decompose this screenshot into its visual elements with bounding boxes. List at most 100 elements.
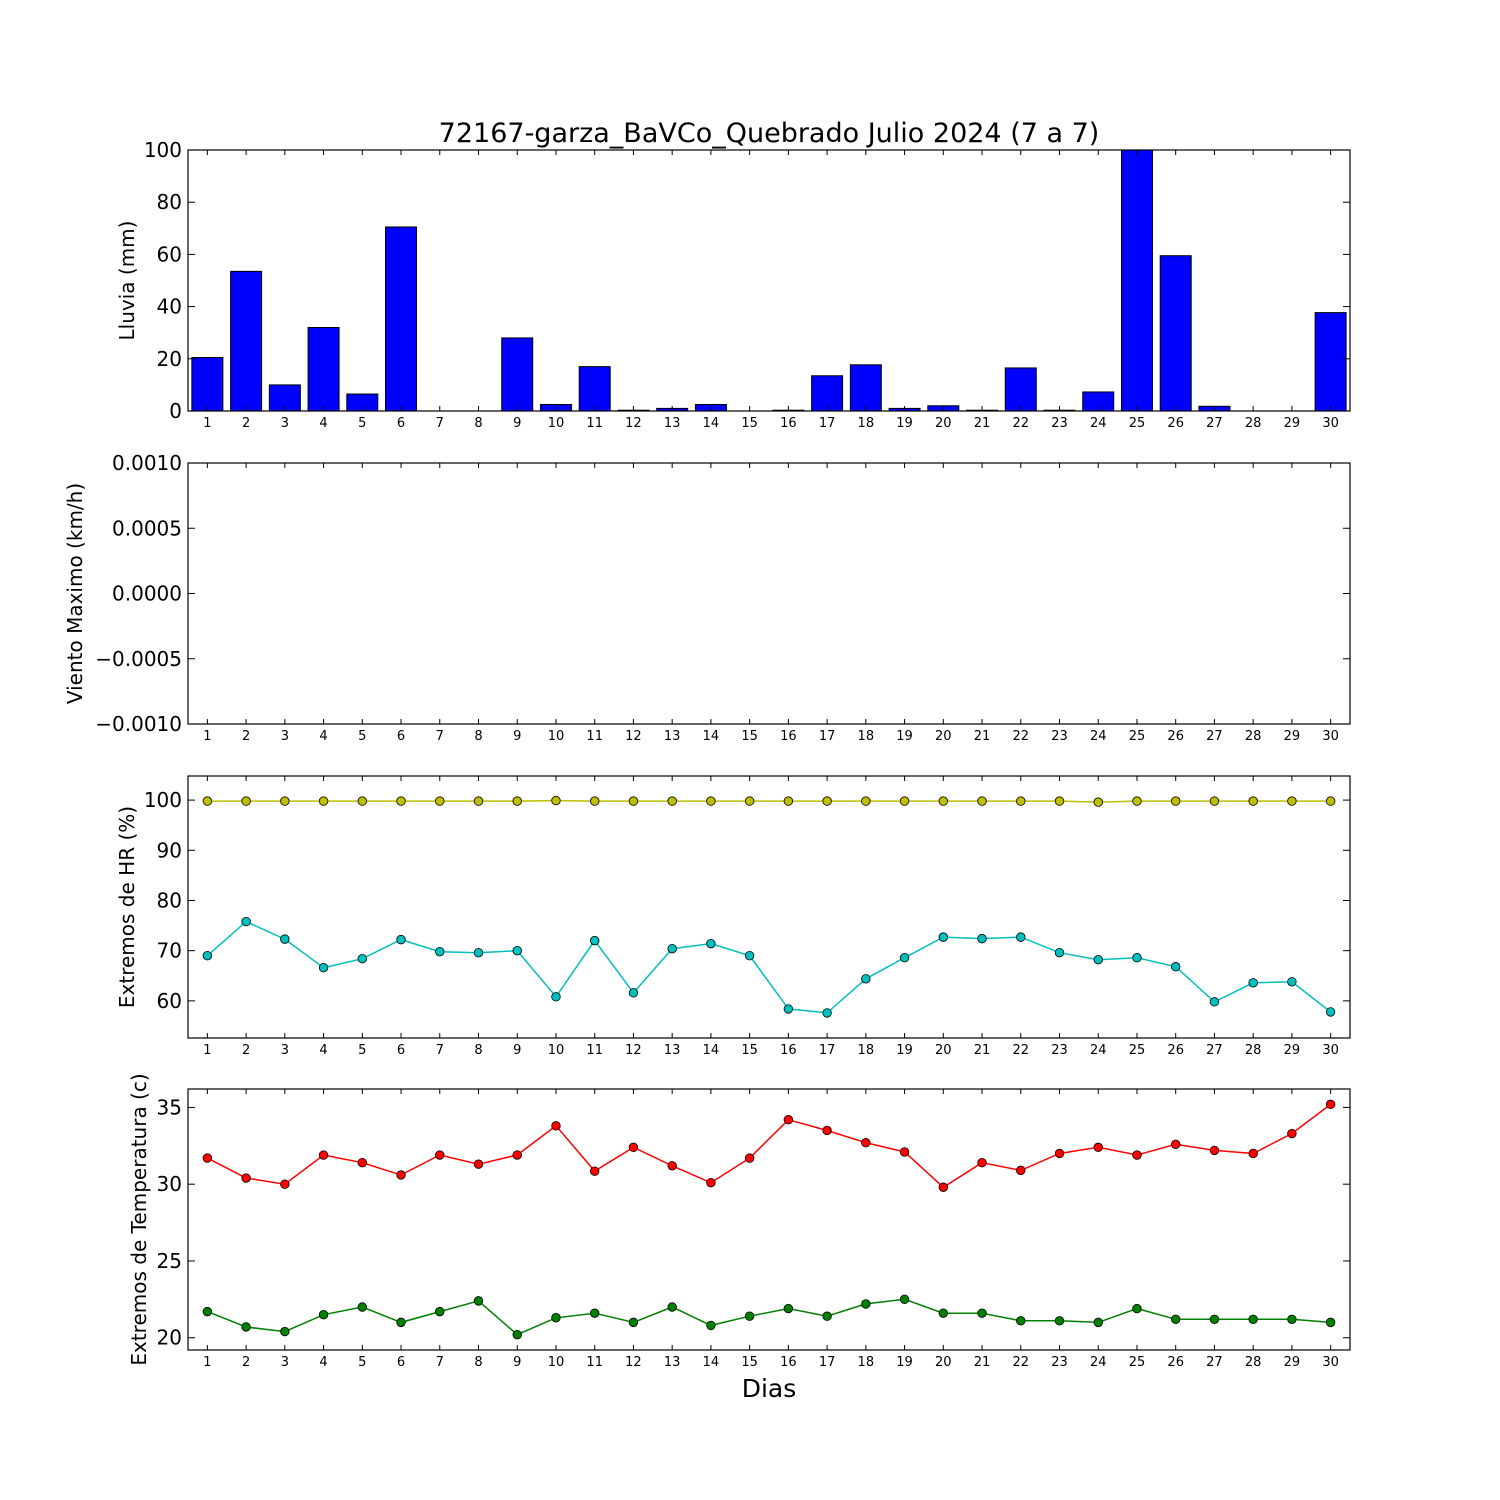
- x-tick-label: 26: [1167, 1355, 1184, 1370]
- temp-min-point: [1287, 1314, 1297, 1324]
- x-tick-label: 22: [1012, 729, 1029, 744]
- hr-max-point: [1248, 796, 1258, 806]
- x-tick-label: 4: [319, 1355, 327, 1370]
- x-tick-label: 18: [858, 729, 875, 744]
- hr-max-point: [202, 796, 213, 806]
- hr-max-point: [628, 796, 639, 806]
- temp-max-point: [1209, 1145, 1220, 1156]
- hr-max-point: [1170, 796, 1181, 806]
- hr-min-point: [899, 952, 910, 963]
- y-tick-label: 0.0005: [112, 516, 182, 540]
- x-tick-label: 1: [203, 416, 211, 431]
- x-tick-label: 5: [358, 1043, 366, 1058]
- x-tick-label: 15: [741, 1043, 758, 1058]
- x-tick-label: 11: [586, 416, 603, 431]
- hr-max-point: [280, 796, 290, 806]
- x-tick-label: 4: [319, 1043, 327, 1058]
- y-tick-label: 60: [157, 989, 182, 1013]
- temp-min-point: [861, 1299, 871, 1309]
- hr-max-point: [899, 796, 910, 806]
- x-tick-label: 4: [319, 416, 327, 431]
- y-tick-label: 20: [157, 1326, 182, 1350]
- temp-max-point: [280, 1179, 290, 1189]
- temp-max-point: [396, 1170, 406, 1180]
- temp-max-point: [1132, 1150, 1142, 1160]
- y-axis-label: Extremos de Temperatura (c): [127, 1073, 151, 1365]
- rain-bar: [1120, 149, 1153, 412]
- y-tick-label: 0.0000: [112, 582, 182, 606]
- hr-min-point: [241, 916, 251, 927]
- x-tick-label: 10: [548, 1043, 565, 1058]
- hr-max-point: [318, 796, 329, 806]
- temp-min-point: [1054, 1316, 1065, 1326]
- x-tick-label: 1: [203, 729, 211, 744]
- hr-min-point: [1132, 952, 1142, 963]
- x-tick-label: 7: [436, 729, 444, 744]
- x-tick-label: 21: [974, 729, 991, 744]
- y-tick-label: 100: [144, 788, 182, 812]
- x-tick-label: 2: [242, 729, 250, 744]
- x-tick-label: 30: [1322, 1043, 1339, 1058]
- temp-max-point: [899, 1147, 910, 1157]
- x-tick-label: 13: [664, 416, 681, 431]
- x-tick-label: 11: [586, 1355, 603, 1370]
- y-tick-label: 35: [157, 1095, 182, 1119]
- x-tick-label: 16: [780, 1043, 797, 1058]
- hr-min-point: [1016, 932, 1026, 942]
- temp-min-point: [435, 1306, 445, 1317]
- temp-max-point: [512, 1150, 522, 1160]
- temp-max-point: [1248, 1148, 1258, 1159]
- rain-bar: [230, 270, 263, 412]
- x-tick-label: 23: [1051, 729, 1068, 744]
- x-tick-label: 5: [358, 1355, 366, 1370]
- chart-title: 72167-garza_BaVCo_Quebrado Julio 2024 (7…: [439, 118, 1100, 149]
- x-tick-label: 10: [548, 416, 565, 431]
- x-tick-label: 8: [474, 1043, 482, 1058]
- temp-min-point: [1093, 1317, 1103, 1328]
- temp-min-point: [706, 1320, 716, 1331]
- x-tick-label: 17: [819, 729, 836, 744]
- x-tick-label: 2: [242, 1355, 250, 1370]
- hr-max-point: [1209, 796, 1220, 806]
- rain-bar: [811, 375, 844, 412]
- x-tick-label: 13: [664, 1355, 681, 1370]
- hr-max-point: [706, 796, 716, 806]
- x-tick-label: 8: [474, 1355, 482, 1370]
- x-tick-label: 30: [1322, 729, 1339, 744]
- temp-min-point: [473, 1296, 484, 1306]
- hr-max-point: [241, 796, 251, 806]
- x-tick-label: 11: [586, 729, 603, 744]
- x-tick-label: 7: [436, 1355, 444, 1370]
- temp-min-point: [938, 1308, 949, 1318]
- hr-min-point: [822, 1008, 832, 1018]
- temp-min-point: [1325, 1317, 1336, 1328]
- temp-max-point: [590, 1166, 600, 1176]
- x-tick-label: 23: [1051, 1355, 1068, 1370]
- hr-min-point: [938, 932, 949, 942]
- x-tick-label: 23: [1051, 416, 1068, 431]
- x-tick-label: 6: [397, 1043, 405, 1058]
- x-tick-label: 22: [1012, 1043, 1029, 1058]
- temp-min-point: [1132, 1303, 1142, 1314]
- rain-bar: [1159, 255, 1192, 412]
- x-tick-label: 22: [1012, 416, 1029, 431]
- temp-min-point: [512, 1329, 522, 1340]
- x-tick-label: 6: [397, 416, 405, 431]
- hr-min-point: [551, 992, 561, 1002]
- x-tick-label: 19: [896, 416, 913, 431]
- x-tick-label: 15: [741, 729, 758, 744]
- temp-min-point: [280, 1326, 290, 1337]
- x-tick-label: 15: [741, 416, 758, 431]
- temp-min-point: [783, 1303, 794, 1314]
- x-tick-label: 25: [1129, 1355, 1146, 1370]
- hr-max-point: [783, 796, 794, 806]
- hr-max-point: [1132, 796, 1142, 806]
- temp-min-point: [1248, 1314, 1258, 1324]
- x-tick-label: 28: [1245, 416, 1262, 431]
- hr-min-point: [706, 938, 716, 949]
- hr-max-point: [357, 796, 368, 806]
- rain-bar: [1004, 367, 1037, 412]
- y-tick-label: 60: [157, 242, 182, 266]
